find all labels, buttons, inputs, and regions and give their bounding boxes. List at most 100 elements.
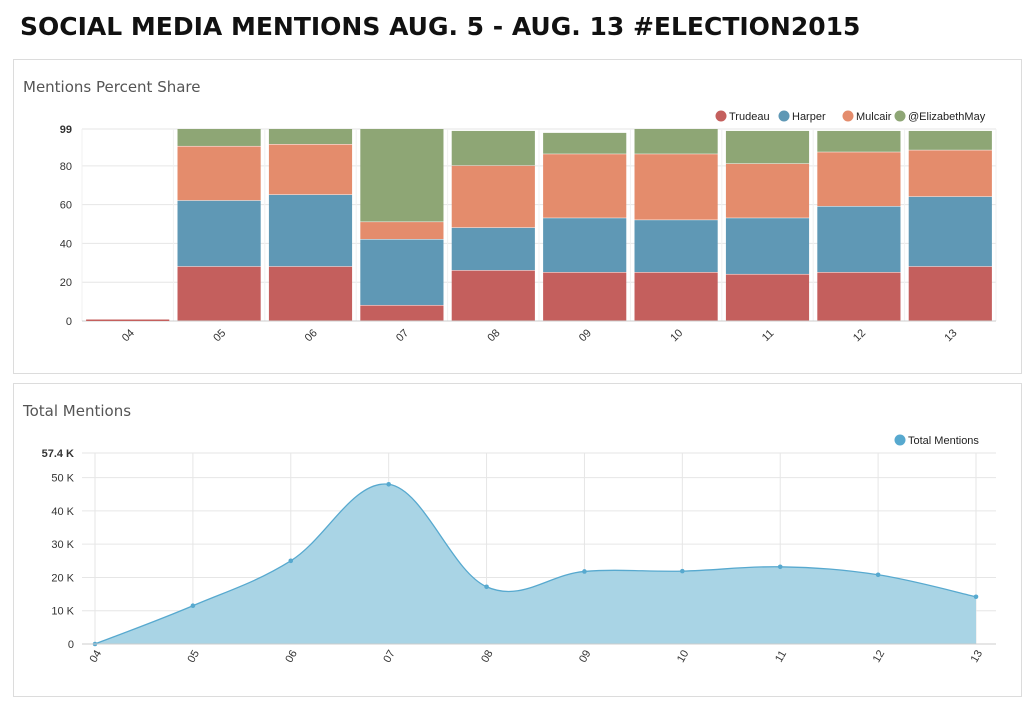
data-point <box>386 481 391 487</box>
x-tick-label: 08 <box>485 327 502 344</box>
bar-elizabethmay <box>360 129 444 222</box>
x-tick-label: 09 <box>577 648 594 665</box>
line-total-mentions <box>94 483 977 645</box>
mentions-share-panel: Mentions Percent Share 0 20 40 60 80 99 04 05 06… <box>13 59 1022 374</box>
y-tick-label: 20 <box>60 277 72 289</box>
y-tick-label: 0 <box>66 316 72 328</box>
total-mentions-title: Total Mentions <box>23 402 132 420</box>
bar-elizabethmay <box>268 129 353 145</box>
x-tick-label: 05 <box>185 648 202 665</box>
y-tick-label: 30 K <box>51 539 74 551</box>
x-tick-label: 11 <box>773 649 789 665</box>
bar-mulcair <box>725 163 810 218</box>
bar-trudeau <box>360 305 444 321</box>
bar-mulcair <box>634 154 718 220</box>
y-tick-label: 0 <box>68 639 74 651</box>
bar-elizabethmay <box>817 130 901 152</box>
bar-trudeau <box>86 319 170 321</box>
x-tick-label: 06 <box>283 648 300 665</box>
data-point <box>973 594 979 600</box>
x-tick-label: 11 <box>760 327 777 344</box>
bar-elizabethmay <box>908 130 992 150</box>
legend-item-total-mentions: Total Mentions <box>894 434 979 447</box>
x-tick-label: 12 <box>851 327 868 344</box>
x-tick-label: 12 <box>871 648 888 665</box>
y-tick-label: 60 <box>60 200 72 212</box>
x-tick-label: 13 <box>942 327 959 344</box>
legend-item-trudeau: Trudeau <box>715 110 770 123</box>
legend-swatch <box>715 110 727 122</box>
legend-swatch <box>842 110 854 122</box>
legend-item-elizabethmay: @ElizabethMay <box>894 110 986 123</box>
total-mentions-chart: 0 10 K 20 K 30 K 40 K 50 K 57.4 K 04 05 06 07 08 09 1… <box>42 434 996 665</box>
legend-label: Harper <box>792 111 826 123</box>
legend-label: Trudeau <box>729 111 770 123</box>
bar-trudeau <box>451 270 535 321</box>
legend-label: Mulcair <box>856 111 892 123</box>
x-tick-label: 07 <box>394 327 411 344</box>
bar-harper <box>725 218 810 274</box>
x-tick-label: 06 <box>303 327 320 344</box>
x-tick-label: 04 <box>120 327 137 344</box>
x-tick-label: 10 <box>668 327 685 344</box>
mentions-share-chart: 0 20 40 60 80 99 04 05 06 07 08 09 10 11 12 13 Trudeau Ha… <box>60 110 997 344</box>
x-tick-label: 13 <box>969 648 986 665</box>
bar-mulcair <box>908 150 992 197</box>
data-point <box>777 564 783 570</box>
bar-harper <box>451 227 535 271</box>
y-tick-label: 20 K <box>51 572 74 584</box>
bar-elizabethmay <box>543 132 627 154</box>
bar-mulcair <box>268 144 353 195</box>
bar-mulcair <box>817 152 901 207</box>
data-point <box>190 603 196 609</box>
bar-elizabethmay <box>634 129 718 154</box>
bar-elizabethmay <box>725 130 810 164</box>
bar-harper <box>817 206 901 273</box>
bar-mulcair <box>360 222 444 240</box>
mentions-share-title: Mentions Percent Share <box>23 78 201 96</box>
bar-mulcair <box>451 165 535 228</box>
bar-trudeau <box>634 272 718 321</box>
y-tick-label: 80 <box>60 161 72 173</box>
data-point <box>680 568 685 574</box>
bar-trudeau <box>817 272 901 321</box>
x-tick-label: 04 <box>88 648 105 665</box>
data-point <box>484 584 489 590</box>
data-point <box>288 558 294 564</box>
bar-trudeau <box>268 266 353 321</box>
data-point <box>875 572 881 578</box>
legend-label: Total Mentions <box>908 435 979 447</box>
data-point <box>582 569 587 574</box>
bar-mulcair <box>177 146 261 201</box>
bar-harper <box>268 194 353 267</box>
x-tick-label: 05 <box>211 327 228 344</box>
x-tick-label: 07 <box>381 648 398 665</box>
bar-harper <box>177 200 261 267</box>
bar-harper <box>634 220 718 273</box>
bar-harper <box>908 196 992 267</box>
bar-elizabethmay <box>451 130 535 166</box>
x-tick-label: 09 <box>577 327 594 344</box>
legend-item-harper: Harper <box>778 110 826 123</box>
bar-trudeau <box>177 266 261 321</box>
y-tick-label: 10 K <box>51 606 74 618</box>
y-tick-label: 57.4 K <box>42 448 74 460</box>
bar-harper <box>360 239 444 305</box>
bar-trudeau <box>725 274 810 321</box>
legend-item-mulcair: Mulcair <box>842 110 892 123</box>
area-total-mentions <box>95 484 976 644</box>
x-tick-label: 08 <box>479 648 496 665</box>
bar-trudeau <box>908 266 992 321</box>
y-tick-label: 40 <box>60 238 72 250</box>
legend-swatch <box>894 110 906 122</box>
bar-harper <box>543 218 627 273</box>
x-tick-label: 10 <box>675 648 692 665</box>
legend-swatch <box>778 110 790 122</box>
legend-swatch <box>894 434 906 446</box>
bar-mulcair <box>543 154 627 218</box>
bar-elizabethmay <box>177 129 261 146</box>
y-tick-label: 40 K <box>51 506 74 518</box>
page-title: SOCIAL MEDIA MENTIONS AUG. 5 - AUG. 13 #… <box>20 12 861 41</box>
total-mentions-panel: Total Mentions 0 10 K 20 K 30 K 40 K 50 K 57.4… <box>13 383 1022 697</box>
y-tick-label: 99 <box>60 124 72 136</box>
